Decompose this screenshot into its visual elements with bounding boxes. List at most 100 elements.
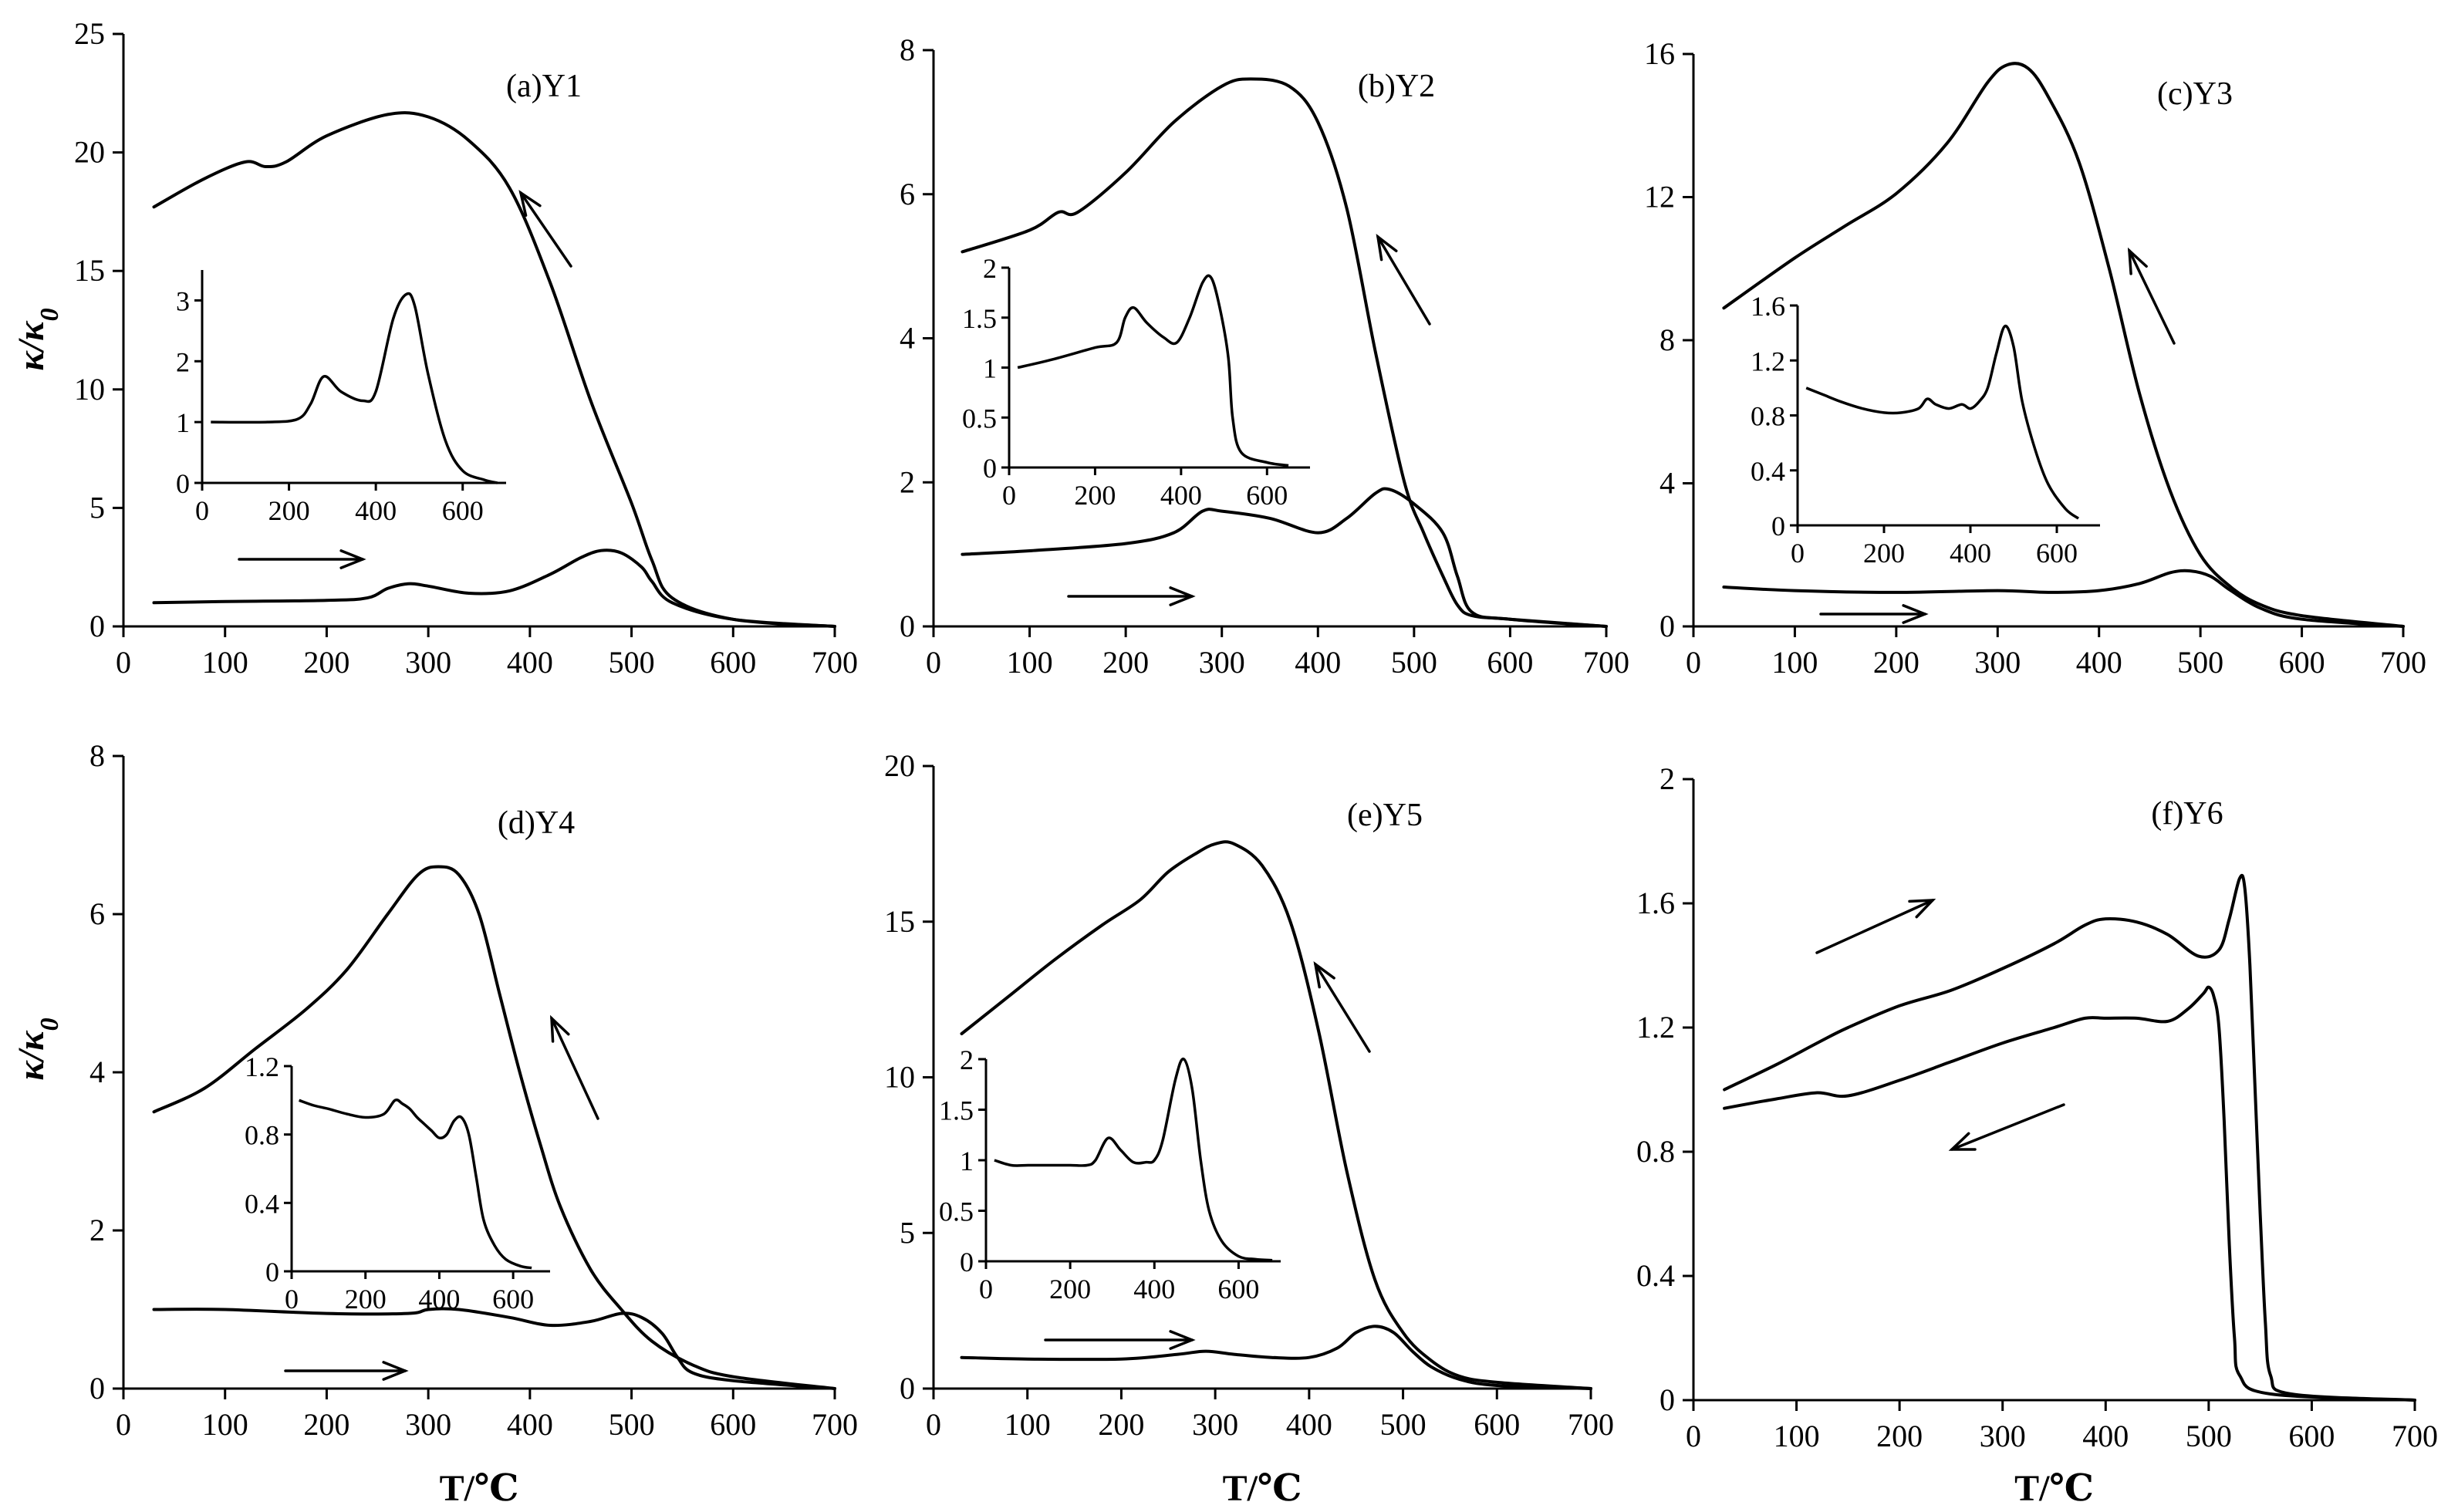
panel-a-ytick-label: 0 [89, 609, 105, 643]
panel-c-heating-arrow-head [1902, 604, 1929, 624]
panel-d-ytick-label: 4 [89, 1055, 105, 1089]
panel-c-ytick-label: 0 [1659, 609, 1675, 643]
panel-c-xtick-label: 300 [1974, 645, 2021, 680]
panel-a-label: (a)Y1 [506, 69, 582, 104]
panel-d-x-axis-title: T/℃ [440, 1468, 519, 1509]
panel-a-ytick-label: 25 [74, 16, 105, 51]
panel-a-xtick-label: 300 [405, 645, 451, 680]
panel-c-xtick-label: 100 [1771, 645, 1818, 680]
panel-e-inset-xtick-label: 200 [1049, 1274, 1091, 1304]
panel-e-xtick-label: 300 [1192, 1407, 1238, 1442]
panel-f-ytick-label: 1.2 [1636, 1010, 1675, 1045]
panel-f-xtick-label: 100 [1774, 1419, 1820, 1453]
panel-a-inset-xtick-label: 400 [355, 495, 397, 526]
panel-a-inset-xtick-label: 600 [442, 495, 484, 526]
panel-e-ytick-label: 15 [884, 904, 915, 939]
panel-a-xtick-label: 100 [202, 645, 248, 680]
panel-b-cooling-arrow-head [1376, 233, 1398, 262]
panel-e-xtick-label: 400 [1286, 1407, 1332, 1442]
panel-e-ytick-label: 10 [884, 1060, 915, 1095]
panel-b-inset-xtick-label: 600 [1246, 480, 1288, 511]
panel-b-heating-arrow-head [1169, 586, 1196, 606]
panel-b-xtick-label: 400 [1295, 645, 1341, 680]
panel-b-ytick-label: 8 [900, 32, 915, 67]
panel-e-x-axis-title: T/℃ [1223, 1468, 1302, 1509]
panel-b-heating-arrow [1067, 586, 1196, 606]
panel-f-heating-curve [1723, 873, 2416, 1402]
panel-c-ytick-label: 16 [1644, 36, 1675, 71]
panel-b-xtick-label: 0 [926, 645, 941, 680]
panel-c-ytick-label: 8 [1659, 322, 1675, 357]
panel-a-inset-xtick-label: 200 [268, 495, 310, 526]
panel-c-cooling-arrow [2127, 247, 2176, 345]
panel-a-xtick-label: 700 [812, 645, 858, 680]
panel-b-ytick-label: 2 [900, 464, 915, 499]
panel-a-xtick-label: 200 [303, 645, 349, 680]
panel-c-heating-arrow [1819, 604, 1929, 624]
panel-d-heating-arrow [284, 1361, 409, 1381]
panel-d-label: (d)Y4 [498, 805, 575, 841]
panel-a-inset-ytick-label: 2 [176, 346, 190, 377]
panel-d-xtick-label: 500 [609, 1407, 655, 1442]
panel-c-cooling-curve [1722, 62, 2405, 628]
panel-c-heating-curve [1722, 569, 2405, 628]
panel-c-inset-ytick-label: 1.2 [1751, 346, 1785, 376]
panel-f-xtick-label: 500 [2186, 1419, 2232, 1453]
panel-a-ytick-label: 5 [89, 490, 105, 525]
panel-f-xtick-label: 700 [2392, 1419, 2438, 1453]
panel-e-ytick-label: 20 [884, 748, 915, 783]
panel-d-heating-arrow-head [382, 1361, 409, 1381]
y-axis-title-bottom: κ/κ0 [11, 1018, 64, 1080]
panel-e-inset-curve [994, 1058, 1273, 1262]
panel-d-cooling-arrow-shaft [550, 1017, 599, 1120]
panel-c-xtick-label: 700 [2380, 645, 2426, 680]
panel-c-inset-xtick-label: 600 [2036, 538, 2078, 569]
panel-f-heating-arrow [1815, 899, 1936, 954]
panel-c-inset-curve [1805, 324, 2080, 520]
panel-a-ytick-label: 20 [74, 135, 105, 170]
panel-d-cooling-arrow [550, 1014, 599, 1120]
panel-b-xtick-label: 600 [1487, 645, 1533, 680]
panel-b-xtick-label: 700 [1583, 645, 1629, 680]
panel-a-ytick-label: 15 [74, 253, 105, 288]
panel-e-xtick-label: 600 [1474, 1407, 1520, 1442]
panel-c-inset-xtick-label: 200 [1863, 538, 1905, 569]
panel-d-inset-ytick-label: 1.2 [245, 1051, 279, 1082]
panel-f-ytick-label: 0 [1659, 1382, 1675, 1417]
panel-a-xtick-label: 500 [609, 645, 655, 680]
panel-e-inset-ytick-label: 1.5 [939, 1095, 974, 1126]
panel-e-xtick-label: 200 [1098, 1407, 1144, 1442]
panel-e-inset-ytick-label: 0 [960, 1247, 974, 1277]
panel-a-xtick-label: 0 [116, 645, 131, 680]
panel-f-xtick-label: 300 [1980, 1419, 2026, 1453]
panel-e-xtick-label: 0 [926, 1407, 941, 1442]
panel-c-inset-xtick-label: 0 [1791, 538, 1805, 569]
panel-d-inset-curve [299, 1099, 532, 1270]
panel-f-ytick-label: 1.6 [1636, 886, 1675, 920]
panel-e-ytick-label: 5 [900, 1215, 915, 1250]
panel-e-cooling-arrow-head [1313, 960, 1335, 989]
panel-b-inset-ytick-label: 0.5 [962, 403, 997, 434]
panel-f-label: (f)Y6 [2151, 796, 2223, 832]
panel-c-xtick-label: 500 [2177, 645, 2223, 680]
panel-e-heating-arrow-head [1169, 1330, 1196, 1350]
panel-b-inset-xtick-label: 200 [1074, 480, 1116, 511]
panel-f-xtick-label: 400 [2082, 1419, 2129, 1453]
panel-e-inset-ytick-label: 2 [960, 1045, 974, 1075]
panel-b-label: (b)Y2 [1358, 69, 1435, 104]
panel-c-inset-ytick-label: 0.4 [1751, 456, 1785, 487]
panel-f-x-axis-title: T/℃ [2014, 1468, 2094, 1509]
panel-d-xtick-label: 0 [116, 1407, 131, 1442]
panel-f-cooling-arrow-shaft [1950, 1103, 2065, 1151]
panel-a-heating-curve [152, 548, 836, 628]
panel-b-ytick-label: 0 [900, 609, 915, 643]
panel-d-inset-xtick-label: 600 [492, 1284, 534, 1315]
panel-b-inset-ytick-label: 2 [983, 253, 997, 284]
panel-b-ytick-label: 6 [900, 177, 915, 211]
panel-c-label: (c)Y3 [2157, 76, 2233, 112]
panel-d-inset-ytick-label: 0 [265, 1257, 279, 1288]
panel-b-xtick-label: 300 [1199, 645, 1245, 680]
panel-c-inset-ytick-label: 1.6 [1751, 291, 1785, 322]
panel-e-heating-curve [960, 1325, 1592, 1390]
